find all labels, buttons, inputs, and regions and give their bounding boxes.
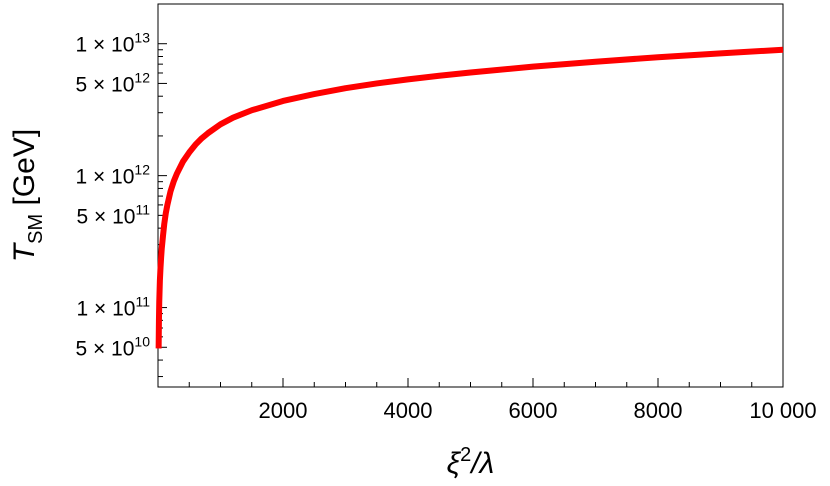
x-tick-label: 6000 [509,398,558,423]
x-tick-label: 8000 [634,398,683,423]
y-tick-mantissa: 1 × 10 [76,298,135,321]
y-tick-exponent: 12 [134,162,150,178]
y-tick-exponent: 12 [134,69,150,85]
y-tick-exponent: 11 [135,201,150,217]
series-line [155,46,784,349]
y-tick-exponent: 11 [135,294,150,310]
y-axis-title-base: T [8,241,41,262]
series-layer [155,46,784,349]
y-axis-title-sub: SM [25,214,47,244]
x-tick-label: 10 000 [749,398,816,423]
y-axis-title: TSM [GeV] [8,129,47,262]
y-tick-label: 1 × 1011 [76,294,150,321]
y-tick-label: 1 × 1013 [75,30,150,57]
x-tick-label: 4000 [384,398,433,423]
y-tick-mantissa: 5 × 10 [75,73,134,96]
x-axis-title-rest: /λ [469,447,494,480]
y-tick-mantissa: 1 × 10 [75,166,134,189]
y-axis-title-rest: [GeV] [8,129,41,214]
x-axis-title-sup: 2 [460,444,471,466]
y-tick-exponent: 13 [134,30,150,46]
x-axis-title: ξ2/λ [447,444,495,480]
tick-marks [158,3,753,387]
y-tick-mantissa: 1 × 10 [75,34,134,57]
y-tick-mantissa: 5 × 10 [76,205,135,228]
y-tick-label: 5 × 1011 [76,201,150,228]
x-axis-title-base: ξ [447,447,462,480]
y-tick-mantissa: 5 × 10 [75,337,134,360]
y-tick-exponent: 10 [134,333,150,349]
y-tick-label: 1 × 1012 [75,162,150,189]
plot-frame [157,3,784,388]
y-tick-label: 5 × 1010 [75,333,150,360]
x-tick-label: 2000 [259,398,308,423]
y-tick-label: 5 × 1012 [75,69,150,96]
